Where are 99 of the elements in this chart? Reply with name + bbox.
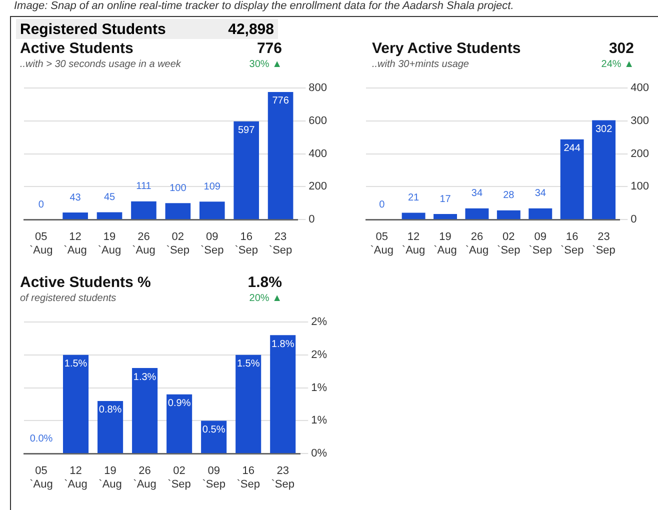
data-label: 0: [379, 199, 386, 210]
y-tick-label: 0: [630, 214, 637, 226]
data-label: 0: [38, 199, 44, 210]
chart-title: Very Active Students: [372, 40, 521, 57]
data-label: 109: [204, 181, 221, 192]
chart-title: Active Students: [20, 40, 134, 57]
bar: [236, 354, 262, 454]
y-tick-label: 200: [308, 180, 328, 193]
y-tick-label: 200: [630, 148, 650, 160]
y-tick-label: 100: [630, 180, 650, 193]
text: 42,898: [228, 20, 274, 38]
bar: [132, 368, 158, 454]
data-label: 1.8%: [271, 338, 294, 350]
chart-title: Active Students %: [20, 274, 151, 291]
x-tick-label: 09 `Sep: [528, 231, 552, 256]
y-tick-label: 2%: [311, 316, 328, 328]
x-tick-label: 02 `Sep: [168, 465, 191, 490]
bar: [496, 210, 520, 220]
text: 30% ▲: [249, 59, 282, 70]
data-label: 100: [170, 182, 187, 194]
data-label: 28: [503, 190, 515, 202]
y-tick-label: 2%: [311, 348, 328, 361]
y-tick-label: 1%: [311, 382, 328, 394]
x-tick-label: 05 `Aug: [30, 465, 53, 490]
x-tick-label: 26 `Aug: [132, 231, 156, 256]
bar: [592, 120, 616, 220]
data-label: 17: [440, 194, 452, 205]
data-label: 0.5%: [202, 424, 226, 436]
x-tick-label: 09 `Sep: [202, 465, 226, 490]
x-tick-label: 02 `Sep: [166, 231, 190, 256]
x-tick-label: 23 `Sep: [268, 231, 292, 256]
bar: [63, 354, 89, 454]
data-label: 45: [104, 192, 116, 203]
x-tick-label: 16 `Sep: [234, 231, 258, 256]
x-tick-label: 19 `Aug: [98, 465, 122, 490]
data-label: 0.8%: [98, 404, 122, 416]
y-tick-label: 400: [630, 82, 650, 94]
x-tick-label: 16 `Sep: [560, 231, 584, 256]
data-label: 0.9%: [168, 398, 191, 410]
data-label: 0.0%: [30, 433, 53, 444]
data-label: 1.3%: [133, 372, 156, 383]
bar: [98, 400, 124, 454]
data-label: 1.5%: [236, 358, 260, 370]
text: Registered Students: [20, 20, 166, 38]
x-tick-label: 26 `Aug: [465, 231, 489, 256]
bar: [199, 202, 225, 220]
y-tick-label: 800: [308, 82, 328, 94]
x-tick-label: 12 `Aug: [402, 231, 426, 256]
text: 24% ▲: [601, 59, 634, 70]
y-tick-label: 600: [308, 114, 328, 127]
bar: [131, 201, 156, 220]
text: 1.8%: [248, 274, 282, 291]
data-label: 1.5%: [64, 358, 88, 370]
chart-subtitle: ..with 30+mints usage: [372, 59, 469, 70]
bar: [270, 335, 296, 454]
bar: [201, 420, 227, 454]
data-label: 21: [408, 192, 420, 204]
bar: [434, 214, 457, 220]
bar: [165, 203, 191, 220]
y-tick-label: 0: [308, 214, 315, 226]
chart-subtitle: of registered students: [20, 293, 116, 304]
data-label: 43: [70, 192, 82, 204]
y-tick-label: 1%: [311, 414, 328, 427]
x-tick-label: 19 `Aug: [434, 231, 457, 256]
bar: [560, 139, 584, 220]
bar: [62, 212, 88, 220]
y-tick-label: 300: [630, 114, 650, 127]
x-tick-label: 19 `Aug: [98, 231, 122, 256]
data-label: 776: [272, 96, 290, 107]
x-tick-label: 23 `Sep: [592, 231, 616, 256]
data-label: 34: [534, 188, 546, 200]
data-label: 597: [238, 125, 256, 136]
bar: [234, 121, 259, 220]
bar: [96, 212, 122, 220]
chart-subtitle: ..with > 30 seconds usage in a week: [20, 59, 181, 70]
data-label: 34: [471, 188, 483, 200]
bar: [402, 212, 426, 220]
data-label: 244: [564, 143, 581, 154]
y-tick-label: 400: [308, 148, 328, 160]
x-tick-label: 02 `Sep: [497, 231, 520, 256]
x-tick-label: 23 `Sep: [271, 465, 294, 490]
x-tick-label: 26 `Aug: [133, 465, 156, 490]
bar: [465, 208, 489, 220]
bar: [268, 92, 294, 220]
x-tick-label: 12 `Aug: [64, 465, 88, 490]
x-tick-label: 05 `Aug: [29, 231, 53, 256]
text: 776: [256, 40, 282, 57]
data-label: 302: [595, 124, 613, 135]
text: Image: Snap of an online real-time tracker to display the enrollment data for the Aadarsh Shala project.: [14, 0, 514, 12]
bar: [166, 394, 192, 454]
x-tick-label: 16 `Sep: [236, 465, 260, 490]
x-tick-label: 09 `Sep: [200, 231, 224, 256]
y-tick-label: 0%: [311, 448, 328, 460]
x-tick-label: 12 `Aug: [64, 231, 87, 256]
text: 20% ▲: [249, 293, 282, 304]
text: 302: [608, 40, 634, 57]
data-label: 111: [136, 181, 152, 192]
bar: [528, 208, 552, 220]
x-tick-label: 05 `Aug: [370, 231, 394, 256]
